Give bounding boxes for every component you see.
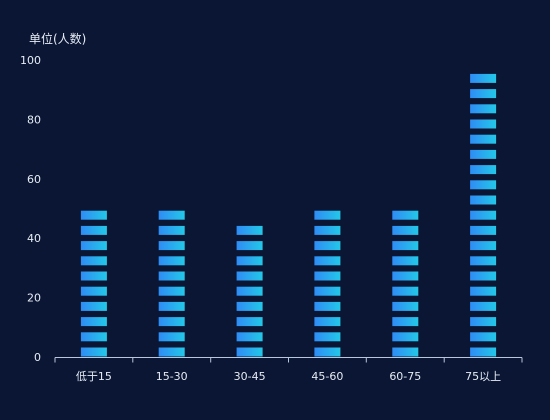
y-tick-label: 20	[27, 292, 41, 305]
bar-segment	[392, 347, 419, 357]
bar-segment	[158, 210, 185, 220]
bar-segment	[392, 241, 419, 251]
bar-segment	[470, 256, 497, 266]
x-axis	[54, 357, 523, 363]
bar-segment	[392, 286, 419, 296]
bar-segment	[392, 256, 419, 266]
bar-segment	[80, 225, 107, 235]
y-tick-label: 100	[20, 54, 41, 67]
bar-segment	[80, 271, 107, 281]
bar-segment	[158, 286, 185, 296]
bar-segment	[314, 286, 341, 296]
bar-segment	[158, 271, 185, 281]
x-tick-label: 30-45	[234, 370, 266, 383]
x-tick-label: 45-60	[311, 370, 343, 383]
bar-segment	[470, 210, 497, 220]
bar-segment	[236, 241, 263, 251]
bar-1	[158, 210, 185, 357]
bar-segment	[314, 256, 341, 266]
x-tick-label: 15-30	[156, 370, 188, 383]
bar-3	[314, 210, 341, 357]
bar-segment	[236, 301, 263, 311]
bar-segment	[80, 210, 107, 220]
bar-segment	[158, 241, 185, 251]
bar-segment	[314, 301, 341, 311]
y-tick-label: 40	[27, 232, 41, 245]
bar-segment	[470, 195, 497, 205]
bar-segment	[470, 241, 497, 251]
bar-segment	[314, 210, 341, 220]
bar-segment	[470, 332, 497, 342]
bar-segment	[314, 225, 341, 235]
bar-segment	[80, 332, 107, 342]
y-axis-title: 单位(人数)	[29, 31, 86, 46]
bar-segment	[158, 332, 185, 342]
bar-segment	[236, 225, 263, 235]
bar-segment	[80, 286, 107, 296]
bar-segment	[392, 332, 419, 342]
bar-segment	[158, 225, 185, 235]
y-axis-ticks: 0 20 40 60 80 100	[20, 54, 41, 364]
bar-segment	[470, 317, 497, 327]
bar-segment	[470, 286, 497, 296]
bar-segment	[314, 241, 341, 251]
bar-segment	[392, 225, 419, 235]
bar-segment	[392, 301, 419, 311]
bar-segment	[158, 256, 185, 266]
bar-segment	[314, 317, 341, 327]
bar-segment	[392, 317, 419, 327]
bar-segment	[470, 301, 497, 311]
bar-segment	[80, 256, 107, 266]
bar-segment	[470, 347, 497, 357]
x-axis-ticks: 低于15 15-30 30-45 45-60 60-75 75以上	[76, 370, 501, 383]
x-tick-label: 75以上	[465, 370, 501, 383]
bar-segment	[80, 241, 107, 251]
bar-segment	[470, 165, 497, 175]
bar-segment	[314, 271, 341, 281]
bar-segment	[158, 301, 185, 311]
bar-segment	[392, 271, 419, 281]
bar-2	[236, 225, 263, 357]
bar-segment	[236, 332, 263, 342]
x-tick-label: 低于15	[76, 370, 112, 383]
bar-segment	[80, 301, 107, 311]
bar-segment	[314, 332, 341, 342]
y-tick-label: 80	[27, 113, 41, 126]
bar-segment	[236, 271, 263, 281]
bar-segment	[470, 119, 497, 129]
bar-segment	[470, 104, 497, 114]
bar-segment	[236, 347, 263, 357]
y-tick-label: 0	[34, 351, 41, 364]
bar-segment	[392, 210, 419, 220]
bar-segment	[470, 89, 497, 99]
bar-segment	[470, 73, 497, 83]
y-tick-label: 60	[27, 173, 41, 186]
bar-segment	[236, 286, 263, 296]
bar-segment	[470, 134, 497, 144]
bar-5	[470, 73, 497, 357]
bar-segment	[236, 317, 263, 327]
bar-segment	[158, 317, 185, 327]
bar-segment	[470, 180, 497, 190]
x-tick-label: 60-75	[389, 370, 421, 383]
bar-segment	[470, 149, 497, 159]
bar-0	[80, 210, 107, 357]
bar-segment	[158, 347, 185, 357]
bar-segment	[80, 347, 107, 357]
bar-segment	[470, 225, 497, 235]
bar-4	[392, 210, 419, 357]
bar-segment	[236, 256, 263, 266]
bars-layer	[80, 73, 497, 357]
bar-segment	[80, 317, 107, 327]
bar-segment	[470, 271, 497, 281]
bar-segment	[314, 347, 341, 357]
